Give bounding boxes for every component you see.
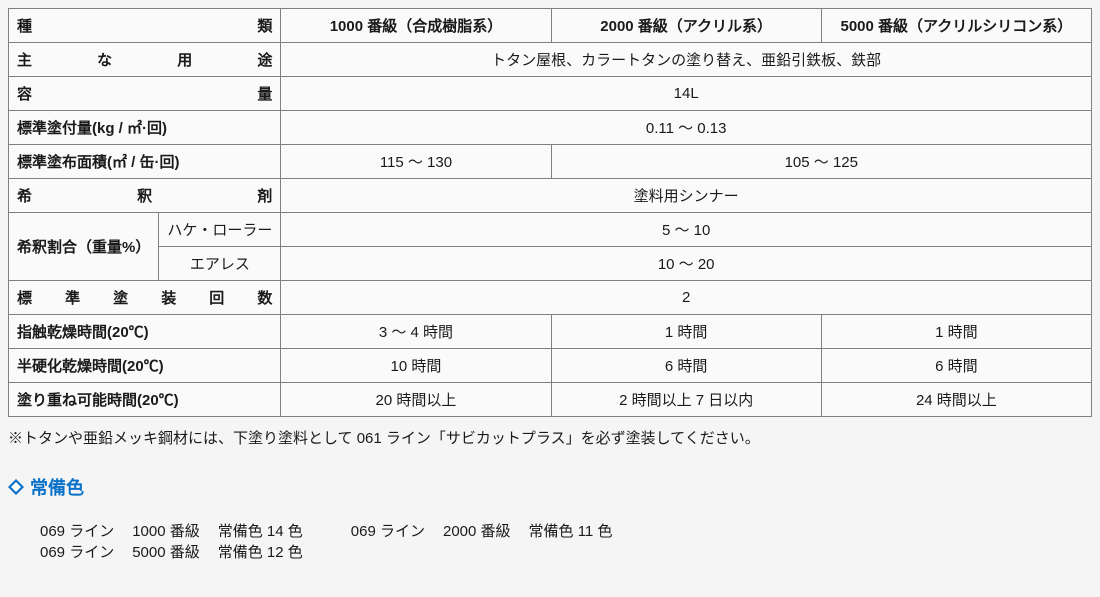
color-row: 069 ライン 5000 番級 常備色 12 色 — [40, 541, 1092, 562]
table-row: 指触乾燥時間(20℃) 3 〜 4 時間 1 時間 1 時間 — [9, 315, 1092, 349]
cell: 塗料用シンナー — [281, 179, 1092, 213]
table-row: 標準塗付量(kg / ㎡·回) 0.11 〜 0.13 — [9, 111, 1092, 145]
color-count: 常備色 11 色 — [529, 520, 613, 541]
cell: 6 時間 — [821, 349, 1091, 383]
color-count: 常備色 14 色 — [218, 520, 303, 541]
cell: 1 時間 — [551, 315, 821, 349]
color-line: 069 ライン — [351, 520, 425, 541]
table-row: 容量 14L — [9, 77, 1092, 111]
cell: 5 〜 10 — [281, 213, 1092, 247]
table-row: 標準塗装回数 2 — [9, 281, 1092, 315]
cell: 2 — [281, 281, 1092, 315]
row-label: ハケ・ローラー — [159, 213, 281, 247]
table-row: エアレス 10 〜 20 — [9, 247, 1092, 281]
cell: 5000 番級（アクリルシリコン系） — [821, 9, 1091, 43]
color-grade: 5000 番級 — [132, 541, 200, 562]
table-row: 種類 1000 番級（合成樹脂系） 2000 番級（アクリル系） 5000 番級… — [9, 9, 1092, 43]
cell: 105 〜 125 — [551, 145, 1091, 179]
table-row: 主な用途 トタン屋根、カラートタンの塗り替え、亜鉛引鉄板、鉄部 — [9, 43, 1092, 77]
section-header: 常備色 — [8, 474, 1092, 500]
color-item: 069 ライン 1000 番級 常備色 14 色 — [40, 520, 303, 541]
color-grade: 2000 番級 — [443, 520, 511, 541]
row-label-group: 希釈割合（重量%） — [9, 213, 159, 281]
cell: 1 時間 — [821, 315, 1091, 349]
table-row: 塗り重ね可能時間(20℃) 20 時間以上 2 時間以上 7 日以内 24 時間… — [9, 383, 1092, 417]
row-label: 希釈剤 — [9, 179, 281, 213]
row-label: エアレス — [159, 247, 281, 281]
color-grade: 1000 番級 — [132, 520, 200, 541]
row-label: 標準塗布面積(㎡ / 缶·回) — [9, 145, 281, 179]
row-label: 標準塗付量(kg / ㎡·回) — [9, 111, 281, 145]
cell: 0.11 〜 0.13 — [281, 111, 1092, 145]
row-label: 指触乾燥時間(20℃) — [9, 315, 281, 349]
cell: 10 時間 — [281, 349, 551, 383]
standard-colors: 069 ライン 1000 番級 常備色 14 色 069 ライン 2000 番級… — [40, 520, 1092, 562]
cell: 24 時間以上 — [821, 383, 1091, 417]
footnote: ※トタンや亜鉛メッキ鋼材には、下塗り塗料として 061 ライン「サビカットプラス… — [8, 427, 1092, 448]
cell: 14L — [281, 77, 1092, 111]
table-row: 標準塗布面積(㎡ / 缶·回) 115 〜 130 105 〜 125 — [9, 145, 1092, 179]
table-row: 半硬化乾燥時間(20℃) 10 時間 6 時間 6 時間 — [9, 349, 1092, 383]
color-line: 069 ライン — [40, 541, 114, 562]
row-label: 種類 — [9, 9, 281, 43]
cell: 2000 番級（アクリル系） — [551, 9, 821, 43]
color-count: 常備色 12 色 — [218, 541, 303, 562]
cell: 1000 番級（合成樹脂系） — [281, 9, 551, 43]
row-label: 塗り重ね可能時間(20℃) — [9, 383, 281, 417]
color-row: 069 ライン 1000 番級 常備色 14 色 069 ライン 2000 番級… — [40, 520, 1092, 541]
row-label: 容量 — [9, 77, 281, 111]
row-label: 半硬化乾燥時間(20℃) — [9, 349, 281, 383]
table-row: 希釈剤 塗料用シンナー — [9, 179, 1092, 213]
cell: トタン屋根、カラートタンの塗り替え、亜鉛引鉄板、鉄部 — [281, 43, 1092, 77]
cell: 3 〜 4 時間 — [281, 315, 551, 349]
cell: 6 時間 — [551, 349, 821, 383]
spec-table: 種類 1000 番級（合成樹脂系） 2000 番級（アクリル系） 5000 番級… — [8, 8, 1092, 417]
row-label: 標準塗装回数 — [9, 281, 281, 315]
table-row: 希釈割合（重量%） ハケ・ローラー 5 〜 10 — [9, 213, 1092, 247]
color-line: 069 ライン — [40, 520, 114, 541]
diamond-icon — [8, 479, 24, 495]
cell: 20 時間以上 — [281, 383, 551, 417]
color-item: 069 ライン 5000 番級 常備色 12 色 — [40, 541, 303, 562]
cell: 10 〜 20 — [281, 247, 1092, 281]
section-title-text: 常備色 — [30, 474, 84, 500]
cell: 115 〜 130 — [281, 145, 551, 179]
cell: 2 時間以上 7 日以内 — [551, 383, 821, 417]
row-label: 主な用途 — [9, 43, 281, 77]
color-item: 069 ライン 2000 番級 常備色 11 色 — [351, 520, 613, 541]
